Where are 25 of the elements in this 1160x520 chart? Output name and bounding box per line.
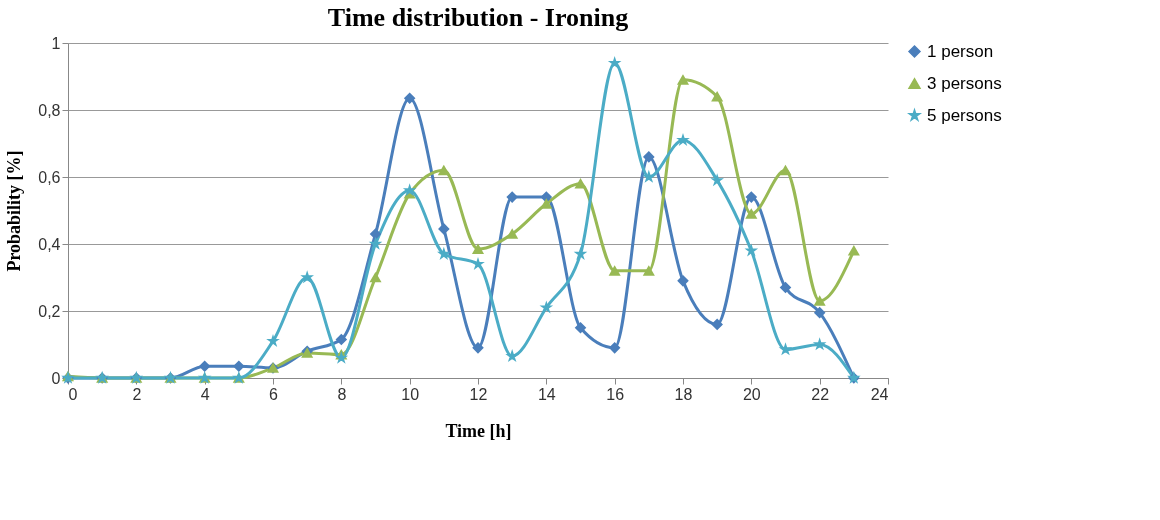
x-tick-label: 20 — [742, 385, 761, 403]
x-tick-label: 12 — [469, 385, 488, 403]
x-tick-label: 8 — [337, 385, 347, 403]
chart-title: Time distribution - Ironing — [327, 3, 629, 32]
x-tick-label: 24 — [870, 385, 889, 403]
x-tick-label: 4 — [200, 385, 210, 403]
legend-label: 3 persons — [927, 73, 1002, 93]
legend-label: 1 person — [927, 41, 994, 61]
x-tick-label: 22 — [811, 385, 830, 403]
x-tick-label: 14 — [537, 385, 556, 403]
x-tick-label: 10 — [401, 385, 420, 403]
y-tick-label: 0,6 — [38, 168, 61, 186]
x-axis-title: Time [h] — [445, 420, 512, 441]
y-tick-label: 0,8 — [38, 101, 61, 119]
x-tick-label: 16 — [606, 385, 625, 403]
x-tick-label: 0 — [68, 385, 78, 403]
x-tick-label: 6 — [269, 385, 279, 403]
y-tick-label: 0,4 — [38, 235, 61, 253]
y-tick-label: 1 — [51, 34, 61, 52]
x-tick-label: 18 — [674, 385, 693, 403]
x-tick-label: 2 — [132, 385, 142, 403]
legend-label: 5 persons — [927, 105, 1002, 125]
y-tick-label: 0,2 — [38, 302, 61, 320]
y-tick-label: 0 — [51, 369, 61, 387]
y-axis-title: Probability [%] — [4, 150, 25, 272]
